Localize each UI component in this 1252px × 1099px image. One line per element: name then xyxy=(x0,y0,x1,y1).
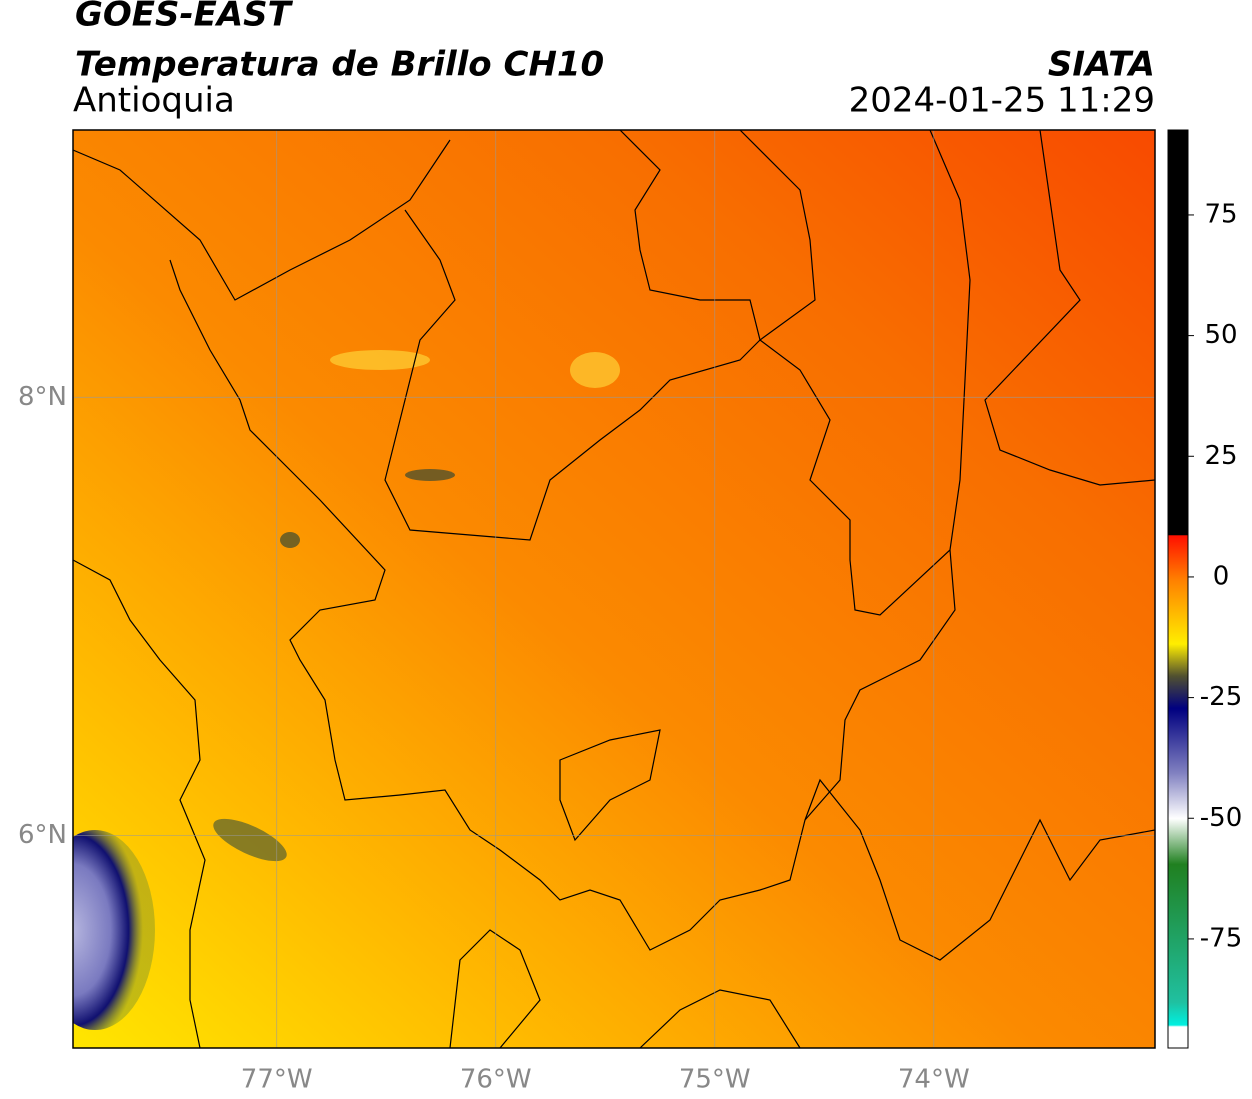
cloud-patch xyxy=(213,818,287,862)
cloud-patch xyxy=(570,352,620,388)
map-area xyxy=(73,130,1155,1048)
colorbar-tick-label: 75 xyxy=(1204,199,1237,229)
x-tick-label: 75°W xyxy=(679,1065,751,1095)
y-tick-label: 8°N xyxy=(18,382,67,412)
boundary xyxy=(639,989,801,1048)
agency: SIATA xyxy=(1048,45,1155,85)
cold-cloud xyxy=(73,830,155,1030)
x-tick-label: 74°W xyxy=(898,1065,970,1095)
y-tick-label: 6°N xyxy=(18,820,67,850)
colorbar-tick-label: -75 xyxy=(1200,923,1242,953)
x-tick-label: 77°W xyxy=(241,1065,313,1095)
colorbar xyxy=(1167,129,1189,1049)
colorbar-tick-label: 25 xyxy=(1204,441,1237,471)
boundary xyxy=(73,559,206,1048)
boundary xyxy=(804,778,1155,961)
boundary xyxy=(559,729,661,842)
cloud-patch xyxy=(330,350,430,370)
boundary xyxy=(73,139,451,301)
map-frame xyxy=(72,129,1156,1049)
grid xyxy=(73,130,1155,1048)
boundary xyxy=(739,130,971,616)
boundary xyxy=(984,130,1155,486)
cloud-patch xyxy=(280,532,300,548)
title: Temperatura de Brillo CH10 xyxy=(75,45,604,85)
brightness-field xyxy=(73,130,1155,1048)
colorbar-tick-label: -25 xyxy=(1200,682,1242,712)
colorbar-tick-label: -50 xyxy=(1200,803,1242,833)
x-tick-label: 76°W xyxy=(460,1065,532,1095)
colorbar-tick-label: 50 xyxy=(1204,320,1237,350)
colorbar-tick-label: 0 xyxy=(1213,561,1230,591)
source: GOES-EAST xyxy=(75,0,294,35)
datetime: 2024-01-25 11:29 xyxy=(849,81,1155,121)
boundary xyxy=(449,929,541,1048)
boundary xyxy=(169,259,956,951)
boundary xyxy=(384,130,761,541)
region: Antioquia xyxy=(73,81,235,121)
cloud-patch xyxy=(405,469,455,481)
